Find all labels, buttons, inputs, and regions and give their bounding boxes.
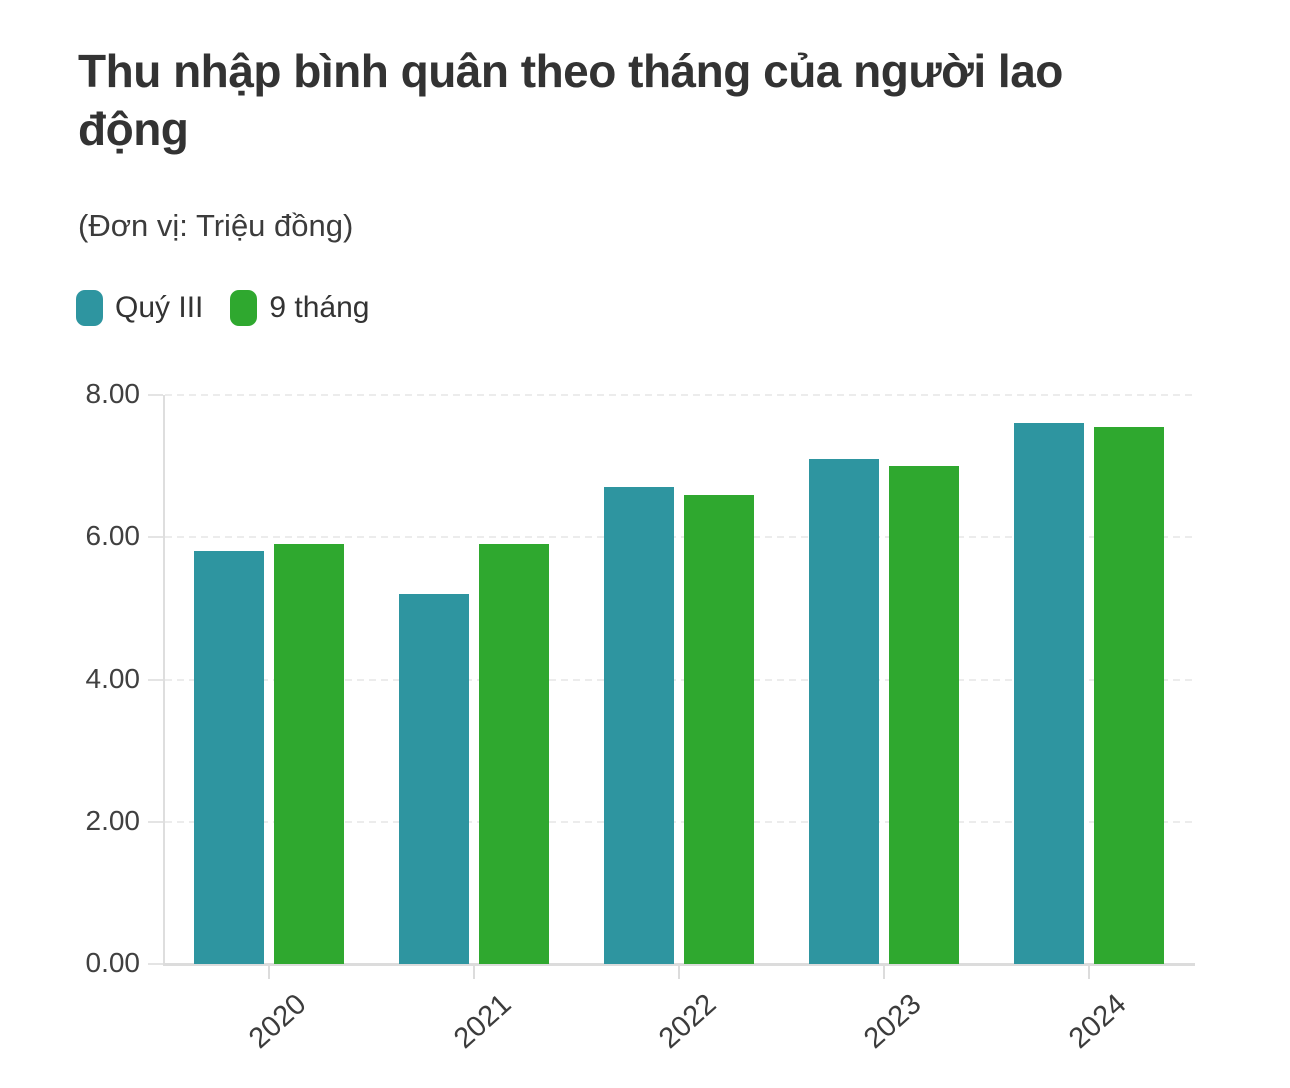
legend-label-quy-iii: Quý III (115, 291, 204, 324)
plot-area: 2020 2021 2022 2023 2024 (148, 394, 1195, 1055)
y-axis-tick-label: 4.00 (85, 662, 141, 694)
gridline-6.00 (165, 536, 1195, 539)
gridline-8.00 (165, 394, 1195, 396)
bar-9-thang-2024[interactable] (1094, 427, 1164, 964)
legend-item-quy-iii[interactable]: Quý III (76, 290, 203, 326)
gridline-4.00 (165, 678, 1195, 681)
x-axis-tick (883, 964, 885, 979)
x-axis-tick (473, 964, 475, 979)
y-axis-tick (148, 536, 163, 539)
y-axis-tick (148, 820, 163, 823)
bar-quy-iii-2021[interactable] (399, 594, 469, 964)
x-axis-tick (268, 964, 270, 979)
y-axis-tick-label: 6.00 (85, 520, 141, 552)
bar-quy-iii-2020[interactable] (194, 551, 264, 964)
bar-quy-iii-2022[interactable] (604, 487, 674, 964)
y-axis-tick (148, 678, 163, 681)
legend-label-9-thang: 9 tháng (269, 291, 370, 324)
gridline-2.00 (165, 820, 1195, 823)
legend-swatch-9-thang-icon (230, 290, 258, 326)
legend-swatch-quy-iii-icon (76, 290, 103, 326)
y-axis-tick-label: 2.00 (85, 804, 141, 836)
chart-title: Thu nhập bình quân theo tháng của người … (78, 45, 1063, 156)
x-axis-tick (678, 964, 680, 979)
bar-9-thang-2023[interactable] (889, 466, 959, 964)
y-axis-tick-label: 8.00 (85, 378, 141, 409)
x-axis-label-2021: 2021 (448, 988, 518, 1055)
bar-quy-iii-2024[interactable] (1014, 423, 1084, 964)
bar-9-thang-2022[interactable] (684, 494, 754, 964)
y-axis-tick (148, 963, 163, 965)
y-axis-tick-label: 0.00 (85, 947, 141, 978)
bar-9-thang-2020[interactable] (274, 544, 344, 964)
chart-subtitle: (Đơn vị: Triệu đồng) (78, 208, 354, 243)
legend-item-9-thang[interactable]: 9 tháng (230, 290, 369, 326)
bar-9-thang-2021[interactable] (479, 544, 549, 964)
x-axis-label-2024: 2024 (1063, 988, 1133, 1055)
bar-quy-iii-2023[interactable] (809, 459, 879, 964)
x-axis-label-2020: 2020 (243, 988, 313, 1055)
y-axis-tick (148, 394, 163, 396)
x-axis-tick (1088, 964, 1090, 979)
x-axis-label-2023: 2023 (858, 988, 928, 1055)
x-axis-label-2022: 2022 (653, 988, 723, 1055)
legend: Quý III 9 tháng (76, 290, 369, 326)
